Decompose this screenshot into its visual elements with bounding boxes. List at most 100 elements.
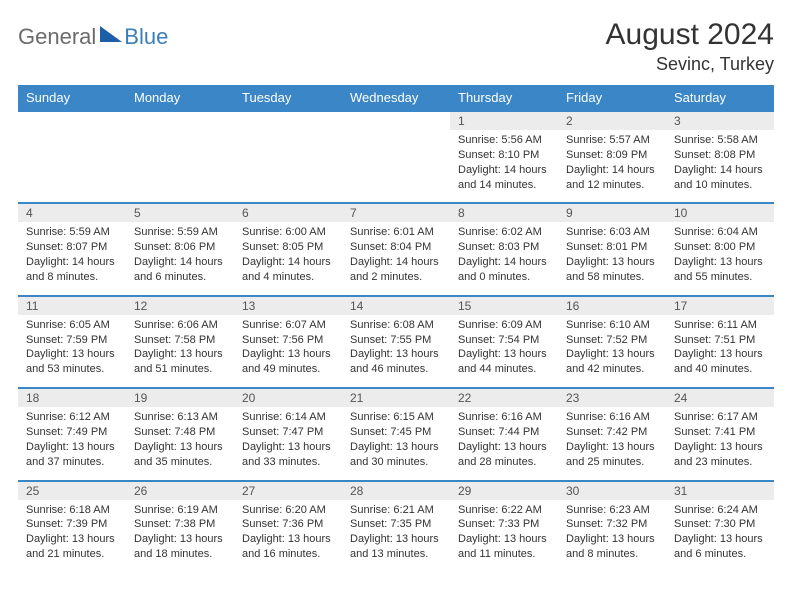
sunrise-text: Sunrise: 5:59 AM — [26, 225, 118, 240]
day-number — [18, 111, 126, 130]
day-number: 11 — [18, 296, 126, 315]
daylight-text: Daylight: 13 hours and 16 minutes. — [242, 532, 334, 562]
sunset-text: Sunset: 8:09 PM — [566, 148, 658, 163]
weekday-header: Friday — [558, 85, 666, 111]
day-number: 28 — [342, 481, 450, 500]
day-number: 21 — [342, 388, 450, 407]
day-number-row: 45678910 — [18, 203, 774, 222]
daylight-text: Daylight: 13 hours and 40 minutes. — [674, 347, 766, 377]
sunset-text: Sunset: 7:52 PM — [566, 333, 658, 348]
sunrise-text: Sunrise: 6:19 AM — [134, 503, 226, 518]
day-detail-row: Sunrise: 6:05 AMSunset: 7:59 PM Daylight:… — [18, 315, 774, 388]
sunset-text: Sunset: 7:30 PM — [674, 517, 766, 532]
sunrise-text: Sunrise: 5:57 AM — [566, 133, 658, 148]
daylight-text: Daylight: 13 hours and 28 minutes. — [458, 440, 550, 470]
day-cell: Sunrise: 6:07 AMSunset: 7:56 PMDaylight:… — [234, 315, 342, 388]
sunset-text: Sunset: 7:59 PM — [26, 333, 118, 348]
day-detail-row: Sunrise: 5:59 AMSunset: 8:07 PMDaylight:… — [18, 222, 774, 295]
daylight-text: Daylight: 13 hours and 42 minutes. — [566, 347, 658, 377]
sunrise-text: Sunrise: 6:03 AM — [566, 225, 658, 240]
sunset-text: Sunset: 8:08 PM — [674, 148, 766, 163]
day-number: 5 — [126, 203, 234, 222]
day-cell: Sunrise: 5:57 AMSunset: 8:09 PMDaylight:… — [558, 130, 666, 203]
daylight-text: Daylight: 14 hours and 0 minutes. — [458, 255, 550, 285]
weekday-header: Sunday — [18, 85, 126, 111]
day-number: 10 — [666, 203, 774, 222]
daylight-text: Daylight: 13 hours and 30 minutes. — [350, 440, 442, 470]
sunrise-text: Sunrise: 5:58 AM — [674, 133, 766, 148]
logo: General Blue — [18, 24, 168, 50]
day-number: 19 — [126, 388, 234, 407]
sunrise-text: Sunrise: 6:11 AM — [674, 318, 766, 333]
sunrise-text: Sunrise: 6:15 AM — [350, 410, 442, 425]
sunset-text: Sunset: 7:39 PM — [26, 517, 118, 532]
location-subtitle: Sevinc, Turkey — [606, 54, 774, 75]
daylight-text: Daylight: 13 hours and 44 minutes. — [458, 347, 550, 377]
day-number: 15 — [450, 296, 558, 315]
day-cell: Sunrise: 5:56 AMSunset: 8:10 PMDaylight:… — [450, 130, 558, 203]
day-number: 13 — [234, 296, 342, 315]
day-cell — [18, 130, 126, 203]
sunrise-text: Sunrise: 6:12 AM — [26, 410, 118, 425]
logo-triangle-icon — [100, 26, 122, 42]
daylight-text: Daylight: 13 hours and 46 minutes. — [350, 347, 442, 377]
day-number: 27 — [234, 481, 342, 500]
sunset-text: Sunset: 8:06 PM — [134, 240, 226, 255]
day-cell — [342, 130, 450, 203]
day-number: 31 — [666, 481, 774, 500]
day-number: 6 — [234, 203, 342, 222]
sunset-text: Sunset: 8:04 PM — [350, 240, 442, 255]
daylight-text: Daylight: 14 hours and 8 minutes. — [26, 255, 118, 285]
day-number: 25 — [18, 481, 126, 500]
day-cell: Sunrise: 5:59 AMSunset: 8:06 PMDaylight:… — [126, 222, 234, 295]
sunset-text: Sunset: 7:32 PM — [566, 517, 658, 532]
day-number: 12 — [126, 296, 234, 315]
day-cell: Sunrise: 6:18 AMSunset: 7:39 PMDaylight:… — [18, 500, 126, 572]
day-cell: Sunrise: 6:16 AMSunset: 7:42 PMDaylight:… — [558, 407, 666, 480]
daylight-text: Daylight: 13 hours and 51 minutes. — [134, 347, 226, 377]
sunset-text: Sunset: 7:44 PM — [458, 425, 550, 440]
day-cell: Sunrise: 6:01 AMSunset: 8:04 PMDaylight:… — [342, 222, 450, 295]
title-block: August 2024 Sevinc, Turkey — [606, 18, 774, 75]
daylight-text: Daylight: 13 hours and 13 minutes. — [350, 532, 442, 562]
day-number: 8 — [450, 203, 558, 222]
day-number: 22 — [450, 388, 558, 407]
day-cell: Sunrise: 6:14 AMSunset: 7:47 PMDaylight:… — [234, 407, 342, 480]
day-number: 16 — [558, 296, 666, 315]
day-cell: Sunrise: 6:24 AMSunset: 7:30 PMDaylight:… — [666, 500, 774, 572]
day-number: 20 — [234, 388, 342, 407]
sunrise-text: Sunrise: 6:09 AM — [458, 318, 550, 333]
day-number — [234, 111, 342, 130]
daylight-text: Daylight: 13 hours and 58 minutes. — [566, 255, 658, 285]
day-cell: Sunrise: 6:15 AMSunset: 7:45 PMDaylight:… — [342, 407, 450, 480]
daylight-text: Daylight: 13 hours and 6 minutes. — [674, 532, 766, 562]
daylight-text: Daylight: 13 hours and 25 minutes. — [566, 440, 658, 470]
daylight-text: Daylight: 13 hours and 18 minutes. — [134, 532, 226, 562]
daylight-text: Daylight: 13 hours and 37 minutes. — [26, 440, 118, 470]
sunrise-text: Sunrise: 6:16 AM — [566, 410, 658, 425]
day-number: 2 — [558, 111, 666, 130]
sunset-text: Sunset: 7:56 PM — [242, 333, 334, 348]
day-cell: Sunrise: 6:17 AMSunset: 7:41 PMDaylight:… — [666, 407, 774, 480]
day-cell — [126, 130, 234, 203]
sunrise-text: Sunrise: 5:56 AM — [458, 133, 550, 148]
calendar-page: General Blue August 2024 Sevinc, Turkey … — [0, 0, 792, 612]
day-cell: Sunrise: 6:10 AMSunset: 7:52 PMDaylight:… — [558, 315, 666, 388]
daylight-text: Daylight: 13 hours and 49 minutes. — [242, 347, 334, 377]
day-cell: Sunrise: 6:16 AMSunset: 7:44 PMDaylight:… — [450, 407, 558, 480]
sunrise-text: Sunrise: 6:05 AM — [26, 318, 118, 333]
day-number-row: 11121314151617 — [18, 296, 774, 315]
sunrise-text: Sunrise: 5:59 AM — [134, 225, 226, 240]
logo-text-blue: Blue — [124, 24, 168, 50]
day-cell — [234, 130, 342, 203]
sunrise-text: Sunrise: 6:06 AM — [134, 318, 226, 333]
day-number: 26 — [126, 481, 234, 500]
day-cell: Sunrise: 6:23 AMSunset: 7:32 PMDaylight:… — [558, 500, 666, 572]
day-number: 24 — [666, 388, 774, 407]
sunrise-text: Sunrise: 6:18 AM — [26, 503, 118, 518]
calendar-table: Sunday Monday Tuesday Wednesday Thursday… — [18, 85, 774, 572]
sunrise-text: Sunrise: 6:07 AM — [242, 318, 334, 333]
day-cell: Sunrise: 6:02 AMSunset: 8:03 PMDaylight:… — [450, 222, 558, 295]
day-number: 29 — [450, 481, 558, 500]
sunrise-text: Sunrise: 6:14 AM — [242, 410, 334, 425]
